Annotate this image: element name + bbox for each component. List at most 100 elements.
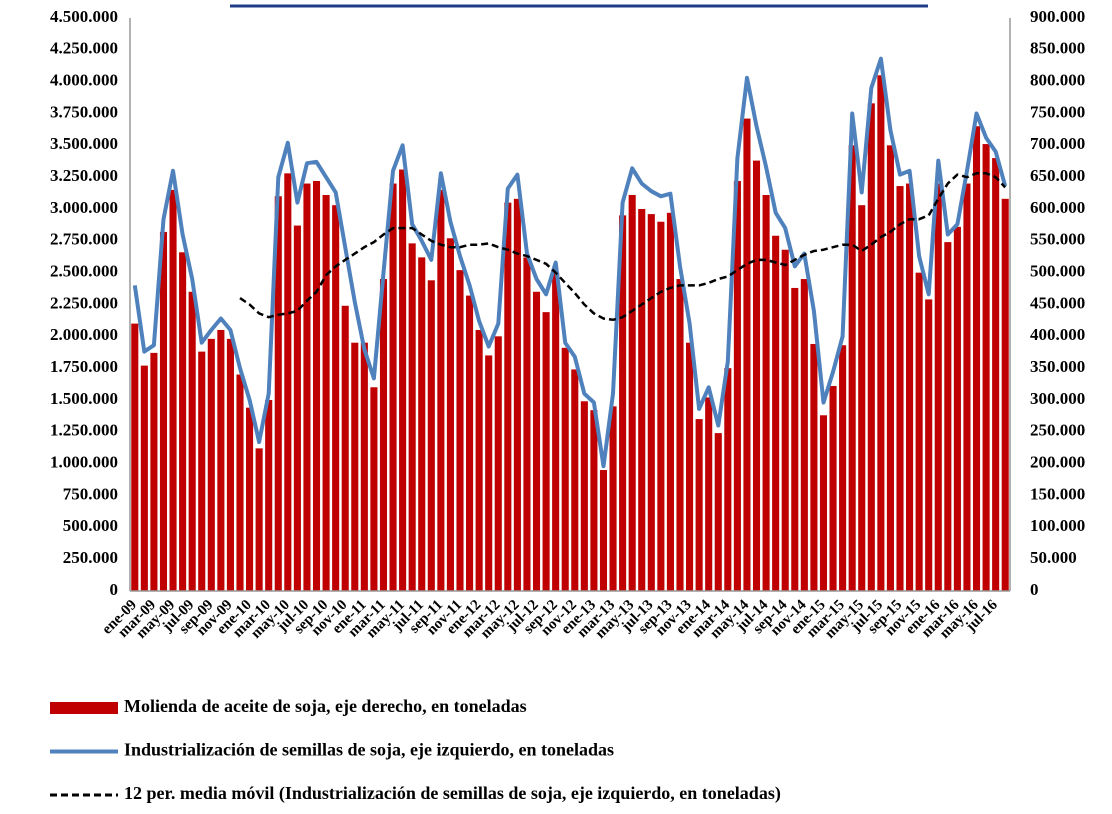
bar: [561, 347, 569, 591]
bar: [217, 329, 225, 591]
y-tick-label: 3.000.000: [50, 198, 118, 217]
line: [132, 56, 1008, 469]
bar: [657, 221, 665, 591]
bar: [676, 279, 684, 591]
bar: [819, 415, 828, 591]
bar: [848, 145, 856, 592]
bar: [179, 252, 187, 591]
y-tick-label: 500.000: [63, 516, 118, 535]
bar: [418, 257, 426, 591]
y-tick-label: 850.000: [1030, 39, 1085, 58]
bar: [399, 169, 407, 591]
bar: [408, 243, 416, 591]
y-tick-label: 0: [110, 580, 119, 599]
bar: [437, 189, 445, 591]
bar: [140, 365, 148, 591]
bar: [982, 144, 990, 591]
y-tick-label: 4.500.000: [50, 7, 118, 26]
bar: [867, 103, 875, 592]
bar: [791, 287, 799, 591]
y-tick-label: 900.000: [1030, 7, 1085, 26]
bar: [810, 343, 818, 591]
legend-label: Industrialización de semillas de soja, e…: [124, 740, 614, 760]
bar: [609, 406, 617, 591]
bar: [781, 249, 789, 591]
bar: [226, 338, 234, 591]
bar: [542, 312, 550, 591]
y-tick-label: 500.000: [1030, 262, 1085, 281]
y-tick-label: 250.000: [63, 548, 118, 567]
bar: [293, 225, 301, 591]
y-tick-label: 4.000.000: [50, 71, 118, 90]
y-tick-label: 0: [1030, 580, 1039, 599]
y-tick-label: 550.000: [1030, 230, 1085, 249]
y-tick-label: 350.000: [1030, 357, 1085, 376]
y-tick-label: 750.000: [63, 484, 118, 503]
bar: [341, 305, 349, 591]
bar: [246, 407, 254, 591]
y-tick-label: 50.000: [1030, 548, 1077, 567]
bar: [972, 126, 981, 591]
bar: [666, 212, 674, 591]
bar: [599, 470, 608, 591]
bar: [198, 351, 206, 591]
bar: [992, 158, 1000, 592]
y-tick-label: 3.250.000: [50, 166, 118, 185]
y-tick-label: 150.000: [1030, 484, 1085, 503]
bar: [906, 183, 914, 592]
bar: [877, 75, 885, 592]
bar: [159, 231, 168, 592]
bar: [695, 419, 703, 591]
bar: [255, 448, 263, 591]
bar: [953, 226, 961, 591]
bar: [619, 215, 627, 591]
bar: [389, 183, 397, 592]
bar: [379, 279, 388, 591]
y-tick-label: 1.500.000: [50, 389, 118, 408]
bar: [494, 336, 502, 591]
legend-swatch: [50, 702, 118, 714]
bar: [131, 323, 139, 591]
y-tick-label: 1.750.000: [50, 357, 118, 376]
bar: [800, 279, 808, 591]
bar: [236, 374, 244, 591]
bar: [934, 183, 942, 592]
y-tick-label: 200.000: [1030, 453, 1085, 472]
bar: [858, 205, 866, 591]
bar: [963, 183, 971, 592]
y-tick-label: 2.750.000: [50, 230, 118, 249]
bar: [590, 410, 598, 591]
bar: [839, 345, 847, 591]
bar: [351, 342, 359, 591]
y-tick-label: 600.000: [1030, 198, 1085, 217]
bar: [647, 214, 655, 592]
bar: [686, 342, 694, 591]
bar: [886, 145, 894, 592]
bar: [446, 238, 454, 591]
bar: [925, 299, 933, 591]
bar: [523, 257, 531, 591]
bar: [915, 272, 923, 591]
bar: [829, 385, 837, 591]
y-tick-label: 1.000.000: [50, 453, 118, 472]
bar: [332, 205, 340, 591]
bar: [169, 189, 177, 591]
bar: [427, 280, 435, 591]
bar: [571, 369, 579, 591]
bar: [312, 180, 321, 591]
bar: [896, 186, 904, 591]
bar: [513, 198, 521, 591]
y-tick-label: 1.250.000: [50, 421, 118, 440]
y-tick-label: 4.250.000: [50, 39, 118, 58]
bar: [762, 194, 770, 591]
y-tick-label: 2.000.000: [50, 325, 118, 344]
bar: [370, 387, 378, 591]
bar: [456, 270, 464, 591]
y-tick-label: 250.000: [1030, 421, 1085, 440]
y-tick-label: 2.500.000: [50, 262, 118, 281]
bar: [580, 401, 588, 591]
bar: [274, 196, 282, 591]
bar: [322, 194, 330, 591]
bar: [714, 433, 722, 591]
